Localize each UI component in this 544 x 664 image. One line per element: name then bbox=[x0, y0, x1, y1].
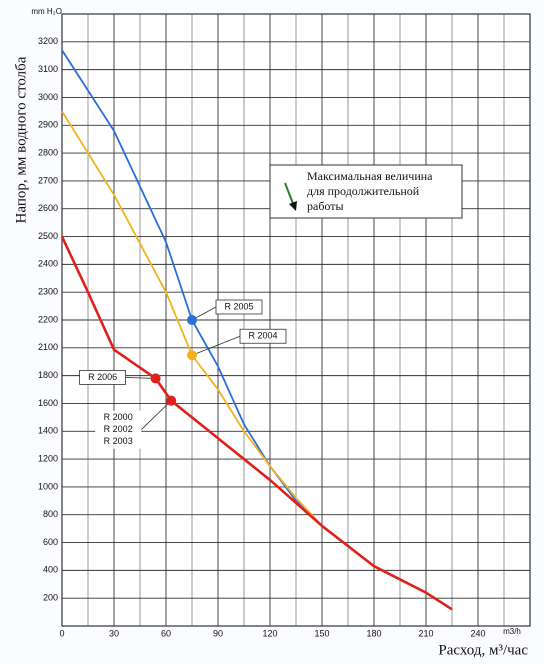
y-tick-label: 1000 bbox=[38, 481, 58, 491]
marker-label: R 2006 bbox=[88, 372, 117, 382]
y-tick-label: 1400 bbox=[38, 426, 58, 436]
marker-label: R 2000 bbox=[104, 412, 133, 422]
y-tick-label: 2900 bbox=[38, 120, 58, 130]
y-unit: mm H₂O bbox=[31, 7, 62, 16]
y-tick-label: 2800 bbox=[38, 147, 58, 157]
marker bbox=[187, 315, 197, 325]
label-box bbox=[215, 299, 263, 315]
curve bbox=[60, 235, 453, 611]
y-tick-label: 3100 bbox=[38, 64, 58, 74]
y-tick-label: 200 bbox=[43, 593, 58, 603]
marker-label: R 2003 bbox=[104, 436, 133, 446]
leader-line bbox=[125, 377, 156, 379]
marker-label: R 2004 bbox=[248, 331, 277, 341]
y-tick-label: 2400 bbox=[38, 259, 58, 269]
x-tick-label: 210 bbox=[418, 628, 433, 638]
y-tick-label: 1600 bbox=[38, 398, 58, 408]
label-box bbox=[95, 410, 142, 449]
curve bbox=[61, 110, 323, 527]
y-tick-label: 800 bbox=[43, 509, 58, 519]
y-tick-label: 3000 bbox=[38, 92, 58, 102]
curve bbox=[61, 49, 323, 527]
marker-label: R 2005 bbox=[224, 301, 253, 311]
x-tick-label: 240 bbox=[470, 628, 485, 638]
note-text: работы bbox=[307, 199, 344, 213]
marker bbox=[187, 350, 197, 361]
y-tick-label: 2700 bbox=[38, 175, 58, 185]
marker bbox=[150, 373, 161, 384]
label-box bbox=[79, 370, 126, 385]
x-tick-label: 60 bbox=[161, 628, 171, 638]
x-tick-label: 30 bbox=[109, 628, 119, 638]
x-axis-title: Расход, м³/час bbox=[438, 642, 528, 658]
label-box bbox=[239, 328, 287, 344]
y-tick-label: 1200 bbox=[38, 453, 58, 463]
x-tick-label: 150 bbox=[314, 628, 329, 638]
marker-label: R 2002 bbox=[104, 424, 133, 434]
marker bbox=[166, 395, 177, 406]
y-tick-label: 3200 bbox=[38, 36, 58, 46]
x-tick-label: 0 bbox=[59, 628, 64, 638]
leader-line bbox=[140, 400, 172, 430]
y-tick-label: 1800 bbox=[38, 370, 58, 380]
note-arrow bbox=[284, 182, 295, 207]
x-unit: m3/h bbox=[503, 627, 521, 636]
note-box bbox=[269, 164, 463, 219]
y-tick-label: 2200 bbox=[38, 314, 58, 324]
x-tick-label: 180 bbox=[366, 628, 381, 638]
note-arrow-head bbox=[289, 201, 297, 211]
y-tick-label: 400 bbox=[43, 565, 58, 575]
y-tick-label: 2500 bbox=[38, 231, 58, 241]
y-axis-title: Напор, мм водного столба bbox=[13, 56, 29, 223]
y-tick-label: 2600 bbox=[38, 203, 58, 213]
leader-line bbox=[191, 335, 241, 356]
x-tick-label: 90 bbox=[213, 628, 223, 638]
note-text: Максимальная величина bbox=[307, 169, 433, 183]
x-tick-label: 120 bbox=[262, 628, 277, 638]
note-text: для продолжительной bbox=[307, 184, 420, 198]
y-tick-label: 600 bbox=[43, 537, 58, 547]
y-tick-label: 2300 bbox=[38, 287, 58, 297]
y-tick-label: 2100 bbox=[38, 342, 58, 352]
